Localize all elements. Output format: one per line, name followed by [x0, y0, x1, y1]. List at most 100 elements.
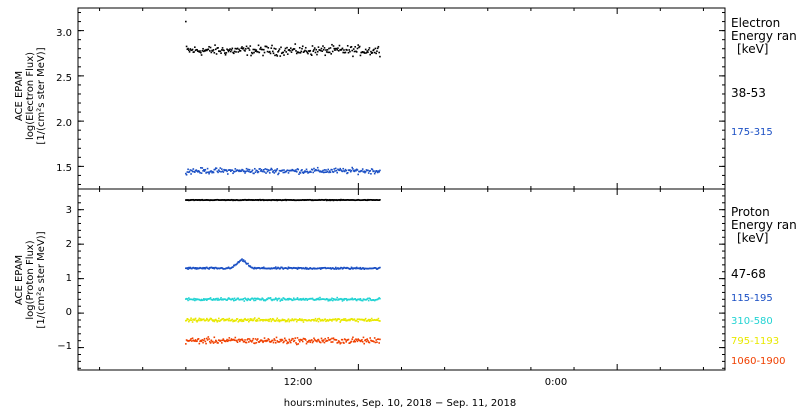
electron-point-0-19	[199, 50, 201, 52]
proton-point-4-96	[256, 338, 259, 340]
electron-point-0-196	[331, 50, 334, 53]
electron-point-1-227	[355, 169, 357, 172]
proton-point-2-190	[327, 299, 330, 302]
electron-point-1-199	[334, 170, 336, 172]
electron-ylabel-line-2: log(Electron Flux)	[25, 52, 36, 140]
electron-point-0-239	[364, 52, 366, 54]
proton-point-2-90	[252, 298, 255, 300]
proton-legend-1060-1900: 1060-1900	[731, 356, 786, 367]
proton-point-4-160	[304, 339, 307, 341]
electron-point-1-172	[313, 170, 316, 172]
proton-point-3-156	[301, 319, 304, 322]
electron-ytick-label-1: 2.0	[56, 118, 72, 129]
electron-point-0-73	[239, 49, 242, 52]
proton-point-1-203	[337, 267, 339, 269]
electron-point-1-193	[329, 171, 332, 174]
proton-point-1-200	[334, 266, 337, 269]
electron-point-1-210	[342, 167, 345, 170]
proton-point-2-209	[341, 300, 344, 302]
proton-point-2-189	[326, 298, 329, 301]
proton-point-4-259	[379, 338, 381, 341]
proton-point-4-175	[316, 340, 318, 343]
proton-point-3-32	[209, 318, 211, 321]
proton-point-2-214	[345, 298, 348, 300]
proton-point-1-79	[244, 260, 246, 262]
proton-point-4-180	[319, 341, 322, 344]
proton-point-4-196	[331, 341, 334, 343]
proton-point-2-202	[336, 296, 339, 299]
proton-point-3-70	[237, 320, 240, 323]
proton-point-4-253	[374, 341, 377, 344]
electron-point-0-208	[340, 48, 343, 51]
proton-point-4-255	[376, 341, 378, 343]
electron-point-0-75	[241, 46, 243, 48]
electron-point-0-117	[272, 52, 275, 55]
proton-point-4-37	[212, 342, 215, 344]
proton-point-3-148	[295, 320, 298, 323]
proton-point-1-38	[213, 267, 216, 270]
electron-point-1-258	[378, 171, 380, 173]
electron-point-1-124	[277, 172, 280, 175]
electron-point-1-106	[264, 168, 267, 170]
proton-point-3-141	[290, 319, 293, 322]
electron-point-0-15	[196, 48, 198, 51]
proton-point-2-191	[328, 298, 330, 301]
proton-point-4-151	[298, 339, 300, 341]
proton-point-1-104	[262, 266, 265, 269]
electron-point-1-220	[349, 170, 352, 173]
electron-point-1-249	[371, 168, 374, 171]
electron-point-0-3	[187, 47, 189, 50]
proton-point-3-27	[205, 319, 207, 321]
proton-point-3-21	[200, 319, 203, 322]
electron-point-1-235	[361, 170, 363, 172]
proton-point-3-212	[343, 319, 346, 321]
electron-point-1-141	[290, 169, 293, 172]
proton-point-4-204	[337, 340, 340, 342]
proton-point-4-178	[318, 340, 321, 343]
proton-point-2-68	[235, 298, 238, 301]
electron-point-0-252	[373, 51, 376, 54]
electron-point-1-118	[273, 172, 276, 174]
electron-point-0-77	[242, 47, 245, 49]
electron-point-0-64	[233, 52, 235, 55]
proton-point-3-125	[278, 320, 281, 323]
proton-point-2-144	[292, 297, 295, 300]
proton-point-3-229	[356, 318, 359, 320]
proton-point-4-197	[332, 337, 335, 339]
proton-point-4-102	[261, 340, 264, 342]
electron-point-0-23	[202, 47, 204, 50]
proton-point-1-68	[235, 263, 238, 265]
electron-point-1-175	[316, 169, 318, 172]
proton-point-3-19	[199, 319, 201, 322]
electron-point-0-172	[313, 47, 316, 49]
electron-point-0-0	[185, 20, 187, 23]
electron-point-1-148	[295, 170, 298, 173]
electron-point-0-43	[217, 47, 219, 49]
proton-point-3-24	[203, 318, 205, 320]
electron-point-0-33	[209, 46, 212, 49]
electron-point-1-104	[262, 169, 265, 171]
proton-point-3-103	[262, 320, 264, 322]
electron-point-0-254	[375, 52, 377, 55]
proton-point-2-195	[331, 297, 333, 300]
proton-point-4-18	[198, 342, 201, 345]
proton-point-3-194	[330, 319, 333, 321]
proton-point-3-72	[238, 318, 241, 321]
proton-point-3-218	[348, 318, 351, 321]
proton-point-4-43	[217, 342, 219, 344]
proton-point-2-226	[354, 298, 356, 300]
proton-point-2-82	[246, 299, 249, 302]
electron-point-0-189	[326, 49, 329, 51]
electron-point-1-150	[297, 168, 300, 171]
proton-point-4-209	[341, 338, 344, 341]
electron-point-0-192	[328, 51, 331, 54]
electron-point-0-31	[208, 45, 210, 48]
proton-point-3-106	[264, 319, 267, 322]
proton-point-1-6	[189, 266, 192, 269]
proton-point-4-211	[343, 342, 345, 344]
electron-point-1-171	[313, 167, 315, 170]
proton-point-2-11	[193, 297, 195, 300]
proton-point-4-181	[320, 337, 323, 340]
electron-point-1-238	[363, 170, 365, 173]
electron-point-0-104	[262, 48, 265, 51]
